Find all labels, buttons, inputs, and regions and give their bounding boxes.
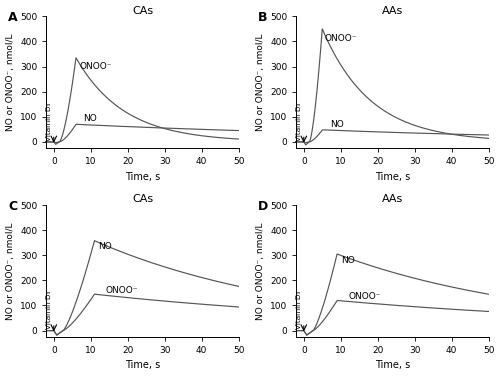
Text: Vitamin D₃: Vitamin D₃ — [46, 102, 52, 141]
X-axis label: Time, s: Time, s — [125, 172, 160, 182]
Text: ONOO⁻: ONOO⁻ — [348, 292, 380, 301]
Text: B: B — [258, 11, 268, 24]
Y-axis label: NO or ONOO⁻, nmol/L: NO or ONOO⁻, nmol/L — [256, 222, 264, 320]
Text: A: A — [8, 11, 18, 24]
Title: AAs: AAs — [382, 6, 403, 15]
Text: C: C — [8, 200, 17, 213]
Title: CAs: CAs — [132, 194, 153, 204]
Y-axis label: NO or ONOO⁻, nmol/L: NO or ONOO⁻, nmol/L — [6, 222, 15, 320]
Text: ONOO⁻: ONOO⁻ — [324, 35, 356, 44]
Text: Vitamin D₃: Vitamin D₃ — [296, 102, 302, 141]
X-axis label: Time, s: Time, s — [125, 361, 160, 370]
X-axis label: Time, s: Time, s — [375, 361, 410, 370]
X-axis label: Time, s: Time, s — [375, 172, 410, 182]
Text: NO: NO — [330, 120, 344, 129]
Text: ONOO⁻: ONOO⁻ — [80, 62, 112, 71]
Text: NO: NO — [84, 114, 97, 123]
Text: Vitamin D₃: Vitamin D₃ — [296, 291, 302, 329]
Text: ONOO⁻: ONOO⁻ — [106, 286, 138, 295]
Text: Vitamin D₃: Vitamin D₃ — [46, 291, 52, 329]
Title: AAs: AAs — [382, 194, 403, 204]
Text: NO: NO — [341, 256, 354, 265]
Text: NO: NO — [98, 242, 112, 251]
Title: CAs: CAs — [132, 6, 153, 15]
Y-axis label: NO or ONOO⁻, nmol/L: NO or ONOO⁻, nmol/L — [6, 33, 15, 131]
Text: D: D — [258, 200, 268, 213]
Y-axis label: NO or ONOO⁻, nmol/L: NO or ONOO⁻, nmol/L — [256, 33, 264, 131]
